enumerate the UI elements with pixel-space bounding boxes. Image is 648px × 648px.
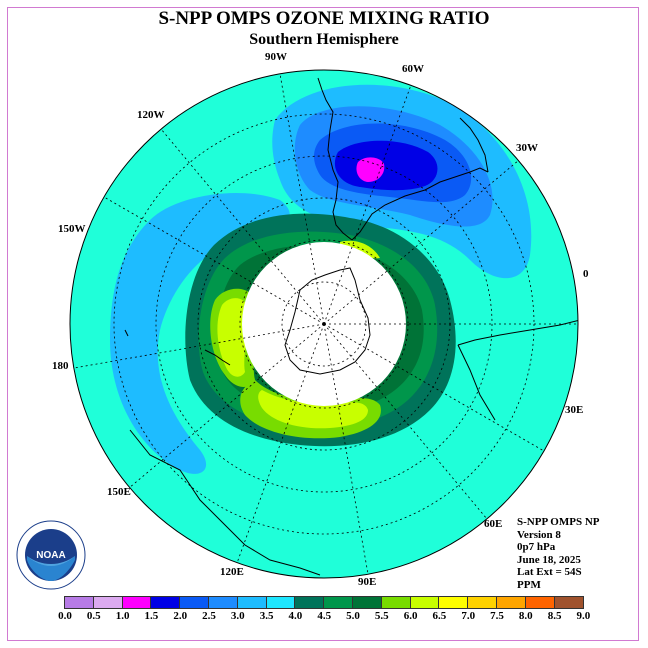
info-date: June 18, 2025 (517, 553, 581, 566)
lon-label-120w: 120W (137, 109, 165, 121)
colorbar-tick-label: 8.5 (547, 610, 562, 622)
colorbar-tick-label: 2.5 (202, 610, 216, 622)
lon-label-180: 180 (52, 360, 69, 372)
colorbar-tick-label: 3.0 (230, 610, 245, 622)
lon-label-30e: 30E (565, 404, 584, 416)
colorbar-tick-label: 7.0 (461, 610, 476, 622)
info-units: PPM (517, 578, 541, 591)
colorbar-swatch (266, 597, 296, 608)
map-boundary (69, 69, 579, 579)
colorbar-swatch (295, 597, 325, 608)
colorbar-tick-label: 2.0 (173, 610, 188, 622)
colorbar-tick-label: 5.5 (374, 610, 389, 622)
colorbar-swatch (122, 597, 152, 608)
field-y-west (217, 298, 249, 377)
info-block: S-NPP OMPS NP Version 8 0p7 hPa June 18,… (517, 516, 600, 592)
noaa-logo-text: NOAA (36, 550, 65, 561)
colorbar-swatch (525, 597, 555, 608)
colorbar-swatch (65, 597, 94, 608)
colorbar-swatch (410, 597, 440, 608)
map-subtitle: Southern Hemisphere (249, 31, 399, 48)
colorbar-tick-label: 0.0 (58, 610, 72, 622)
map-frame (7, 7, 639, 641)
noaa-logo: NOAA (16, 520, 86, 590)
lon-label-30w: 30W (516, 142, 538, 154)
colorbar-swatch (237, 597, 267, 608)
lon-label-60e: 60E (484, 518, 503, 530)
lon-label-60w: 60W (402, 63, 424, 75)
colorbar-swatch (93, 597, 123, 608)
colorbar-tick-label: 6.0 (403, 610, 418, 622)
lon-label-150e: 150E (107, 486, 131, 498)
field-yg-north (340, 240, 380, 259)
colorbar-swatch (352, 597, 382, 608)
colorbar-tick-label: 9.0 (576, 610, 591, 622)
lon-label-150w: 150W (58, 223, 86, 235)
colorbar-tick-label: 8.0 (518, 610, 533, 622)
colorbar-swatch (439, 597, 469, 608)
colorbar-swatch (324, 597, 353, 608)
colorbar-tick-label: 4.5 (317, 610, 332, 622)
lon-label-90e: 90E (358, 576, 377, 588)
colorbar-tick-label: 0.5 (86, 610, 101, 622)
pole-dot (322, 322, 326, 326)
colorbar-swatch (151, 597, 181, 608)
colorbar-swatch (208, 597, 238, 608)
colorbar-tick-label: 5.0 (346, 610, 360, 622)
colorbar-swatch (468, 597, 497, 608)
map-title: S-NPP OMPS OZONE MIXING RATIO (158, 8, 490, 29)
colorbar-tick-label: 1.0 (115, 610, 130, 622)
field-lightblue-west (110, 192, 290, 474)
info-instrument: S-NPP OMPS NP (517, 516, 600, 528)
coastlines (124, 77, 578, 576)
colorbar-swatch (496, 597, 526, 608)
lon-label-90w: 90W (265, 51, 287, 63)
lon-label-120e: 120E (220, 566, 244, 578)
colorbar-tick-label: 4.0 (288, 610, 303, 622)
info-pressure: 0p7 hPa (517, 541, 556, 554)
colorbar-swatch (180, 597, 209, 608)
lon-label-0: 0 (583, 268, 589, 280)
colorbar-swatch (381, 597, 411, 608)
colorbar-swatch (554, 597, 584, 608)
colorbar-tick-label: 1.5 (144, 610, 159, 622)
colorbar-tick-label: 6.5 (432, 610, 447, 622)
colorbar-tick-label: 3.5 (259, 610, 274, 622)
colorbar-tick-label: 7.5 (490, 610, 504, 622)
info-version: Version 8 (517, 528, 561, 541)
colorbar (64, 596, 585, 609)
graticule (73, 73, 578, 575)
info-lat-extent: Lat Ext = 54S (517, 566, 582, 579)
field-magenta (356, 157, 385, 182)
